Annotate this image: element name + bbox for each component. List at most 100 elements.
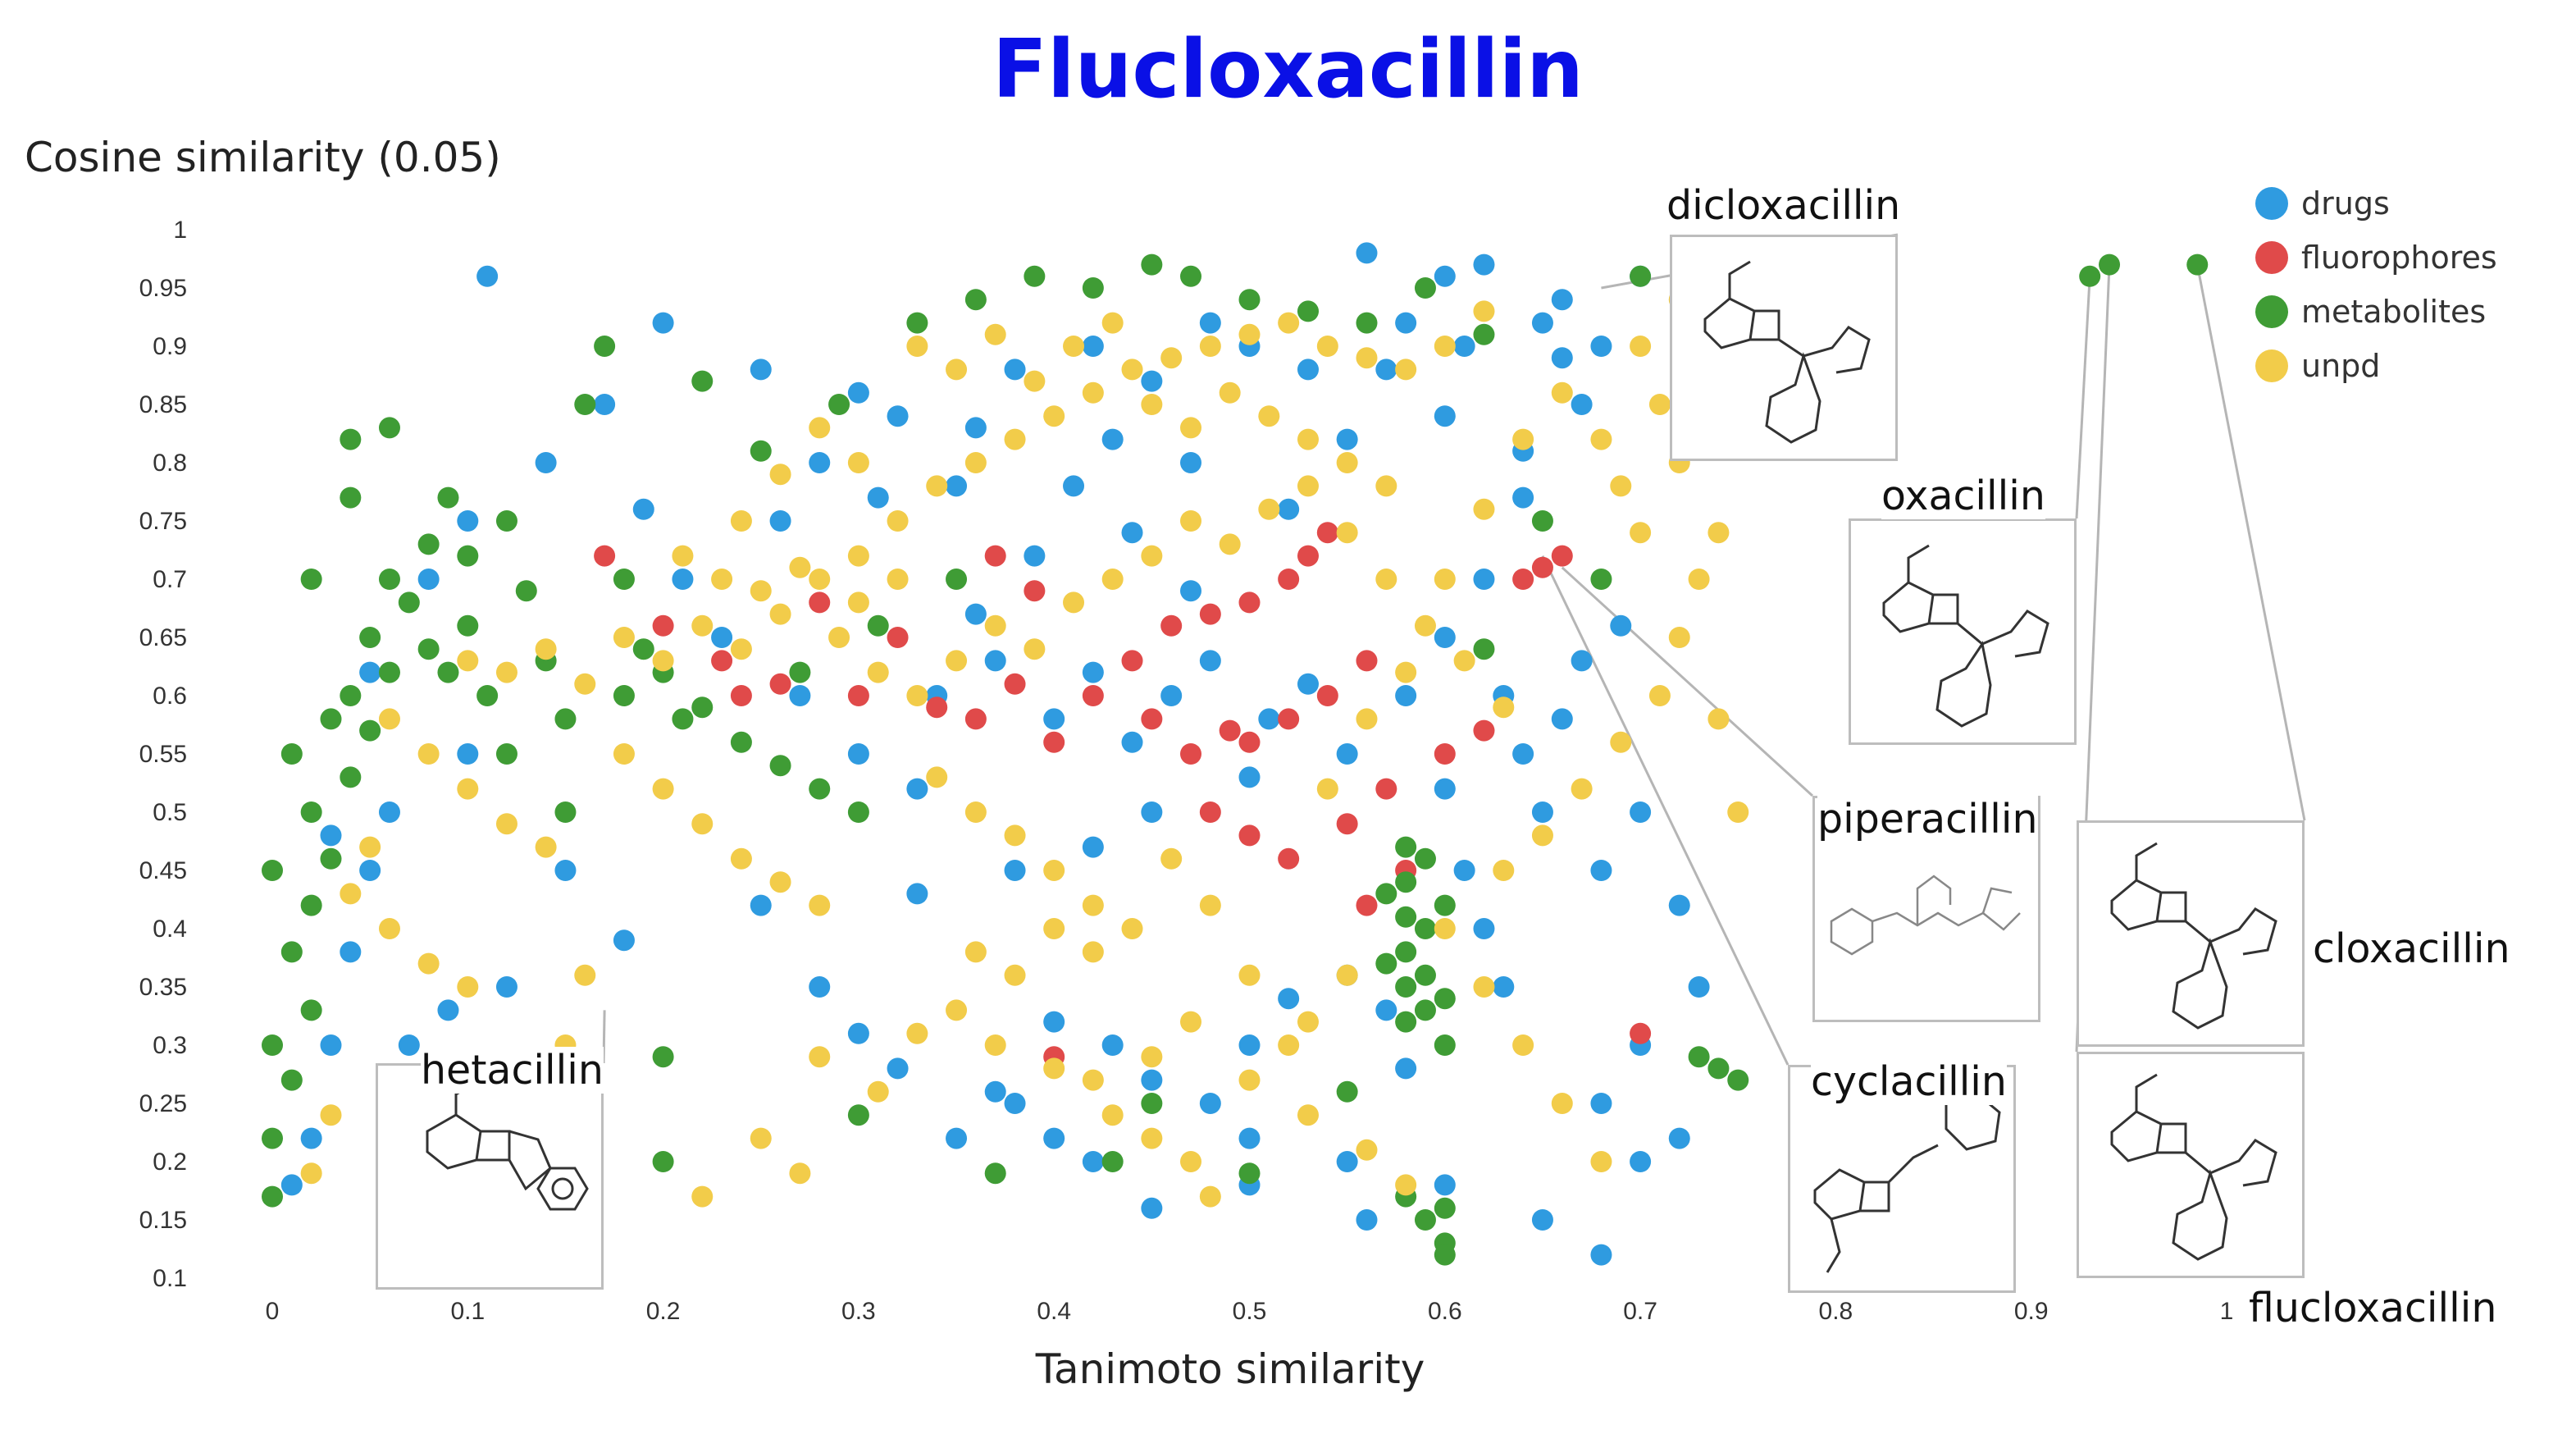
flucloxacillin-label: flucloxacillin: [2249, 1285, 2497, 1331]
metabolites-point: [554, 708, 577, 730]
metabolites-point: [964, 289, 987, 311]
drugs-point: [1531, 312, 1553, 334]
drugs-point: [1395, 685, 1417, 706]
unpd-point: [964, 941, 987, 963]
unpd-point: [1630, 336, 1652, 357]
fluorophores-point: [1238, 591, 1261, 614]
metabolites-point: [1434, 1197, 1456, 1219]
drugs-point: [1434, 627, 1456, 648]
drugs-point: [1278, 498, 1300, 520]
unpd-point: [809, 1046, 831, 1068]
unpd-point: [1356, 708, 1378, 730]
drugs-point: [1668, 1127, 1690, 1149]
x-tick-label: 0.8: [1819, 1298, 1853, 1325]
unpd-point: [1356, 1139, 1378, 1161]
drugs-point: [984, 1080, 1006, 1103]
unpd-point: [300, 1162, 322, 1185]
unpd-point: [1356, 347, 1378, 369]
dicloxacillin-structure-icon: [1703, 260, 1871, 444]
x-tick-label: 0.1: [450, 1298, 485, 1325]
y-tick-label: 0.25: [139, 1090, 187, 1117]
unpd-point: [1297, 428, 1319, 450]
drugs-point: [378, 801, 400, 823]
metabolites-point: [457, 545, 479, 567]
fluorophores-point: [964, 708, 987, 730]
unpd-point: [1395, 1174, 1417, 1196]
unpd-point: [1258, 498, 1280, 520]
unpd-point: [847, 591, 869, 614]
fluorophores-point: [1356, 894, 1378, 916]
metabolites-point: [495, 743, 517, 765]
unpd-point: [1043, 1057, 1065, 1080]
metabolites-point: [262, 1185, 283, 1208]
metabolites-point: [280, 1069, 303, 1091]
drugs-point: [1375, 358, 1397, 381]
unpd-point: [457, 778, 479, 800]
drugs-point: [1336, 1151, 1358, 1172]
unpd-point: [1043, 918, 1065, 939]
drugs-point: [1630, 1151, 1652, 1172]
metabolites-point: [1473, 638, 1495, 660]
unpd-point: [1493, 696, 1515, 719]
metabolites-point: [340, 685, 362, 706]
metabolites-point: [867, 614, 889, 637]
metabolites-point: [809, 778, 831, 800]
x-tick-label: 0.3: [841, 1298, 876, 1325]
fluorophores-point: [1199, 801, 1221, 823]
unpd-point: [1082, 1069, 1104, 1091]
drugs-point: [847, 1022, 869, 1044]
metabolites-point: [300, 801, 322, 823]
annotation-leader-lines: [602, 233, 2306, 1066]
unpd-point: [946, 999, 968, 1021]
drugs-point: [1395, 1057, 1417, 1080]
metabolites-point: [1395, 871, 1417, 893]
fluorophores-point: [1238, 731, 1261, 753]
unpd-point: [1707, 522, 1730, 544]
metabolites-point: [613, 569, 635, 590]
unpd-point: [1004, 824, 1026, 847]
unpd-point: [1180, 510, 1202, 532]
unpd-point: [359, 836, 381, 858]
unpd-point: [1082, 941, 1104, 963]
drugs-point: [652, 312, 674, 334]
drugs-point: [847, 743, 869, 765]
drugs-point: [1278, 988, 1300, 1010]
metabolites-point: [2099, 253, 2121, 276]
fluorophores-legend-label: fluorophores: [2301, 240, 2497, 276]
x-tick-label: 0.4: [1037, 1298, 1071, 1325]
fluorophores-point: [1278, 708, 1300, 730]
drugs-point: [594, 394, 616, 415]
fluorophores-point: [1434, 743, 1456, 765]
drugs-point: [1434, 778, 1456, 800]
fluorophores-point: [984, 545, 1006, 567]
unpd-point: [769, 464, 791, 486]
metabolites-point: [1434, 1034, 1456, 1056]
unpd-point: [1610, 475, 1632, 497]
metabolites-point: [750, 440, 772, 462]
unpd-point: [730, 510, 752, 532]
metabolites-point: [652, 1151, 674, 1172]
metabolites-point: [340, 428, 362, 450]
x-tick-label: 0.6: [1428, 1298, 1462, 1325]
metabolites-point: [1688, 1046, 1710, 1068]
y-tick-label: 0.3: [153, 1032, 187, 1059]
metabolites-point: [280, 941, 303, 963]
drugs-point: [1434, 1174, 1456, 1196]
drugs-point: [1043, 1127, 1065, 1149]
unpd-point: [1297, 1104, 1319, 1126]
unpd-point: [1121, 918, 1143, 939]
unpd-point: [1297, 1011, 1319, 1033]
unpd-point: [1180, 1151, 1202, 1172]
unpd-point: [1180, 417, 1202, 439]
metabolites-point: [437, 661, 459, 683]
metabolites-point: [1297, 300, 1319, 322]
metabolites-point: [847, 801, 869, 823]
drugs-point: [476, 265, 499, 287]
unpd-point: [926, 766, 948, 788]
unpd-point: [1278, 1034, 1300, 1056]
y-tick-label: 0.15: [139, 1207, 187, 1234]
oxacillin-label: oxacillin: [1881, 473, 2045, 519]
metabolites-point: [1356, 312, 1378, 334]
y-tick-label: 0.9: [153, 333, 187, 360]
drugs-point: [964, 417, 987, 439]
